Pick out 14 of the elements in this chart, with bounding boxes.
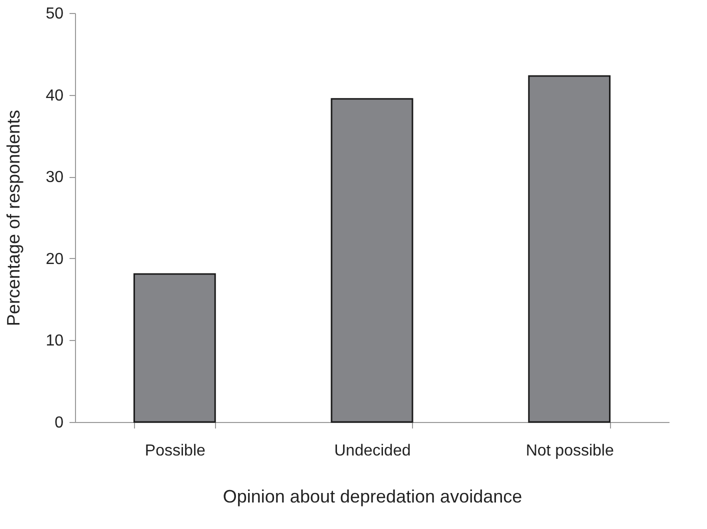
- y-tick-label: 20: [46, 250, 64, 268]
- y-tick-label: 0: [54, 414, 64, 432]
- y-tick-label: 30: [46, 169, 64, 186]
- x-axis-title: Opinion about depredation avoidance: [222, 486, 522, 506]
- bar: [330, 98, 414, 423]
- y-tick-label: 10: [46, 332, 64, 350]
- bar: [528, 75, 611, 423]
- x-tick-label: Possible: [144, 442, 206, 460]
- y-tick-label: 40: [46, 87, 64, 104]
- y-tick-label: 50: [46, 6, 64, 22]
- bar: [133, 273, 216, 423]
- y-axis-title: Percentage of respondents: [4, 110, 24, 326]
- x-tick-label: Undecided: [334, 442, 411, 460]
- x-tick-label: Not possible: [526, 442, 614, 460]
